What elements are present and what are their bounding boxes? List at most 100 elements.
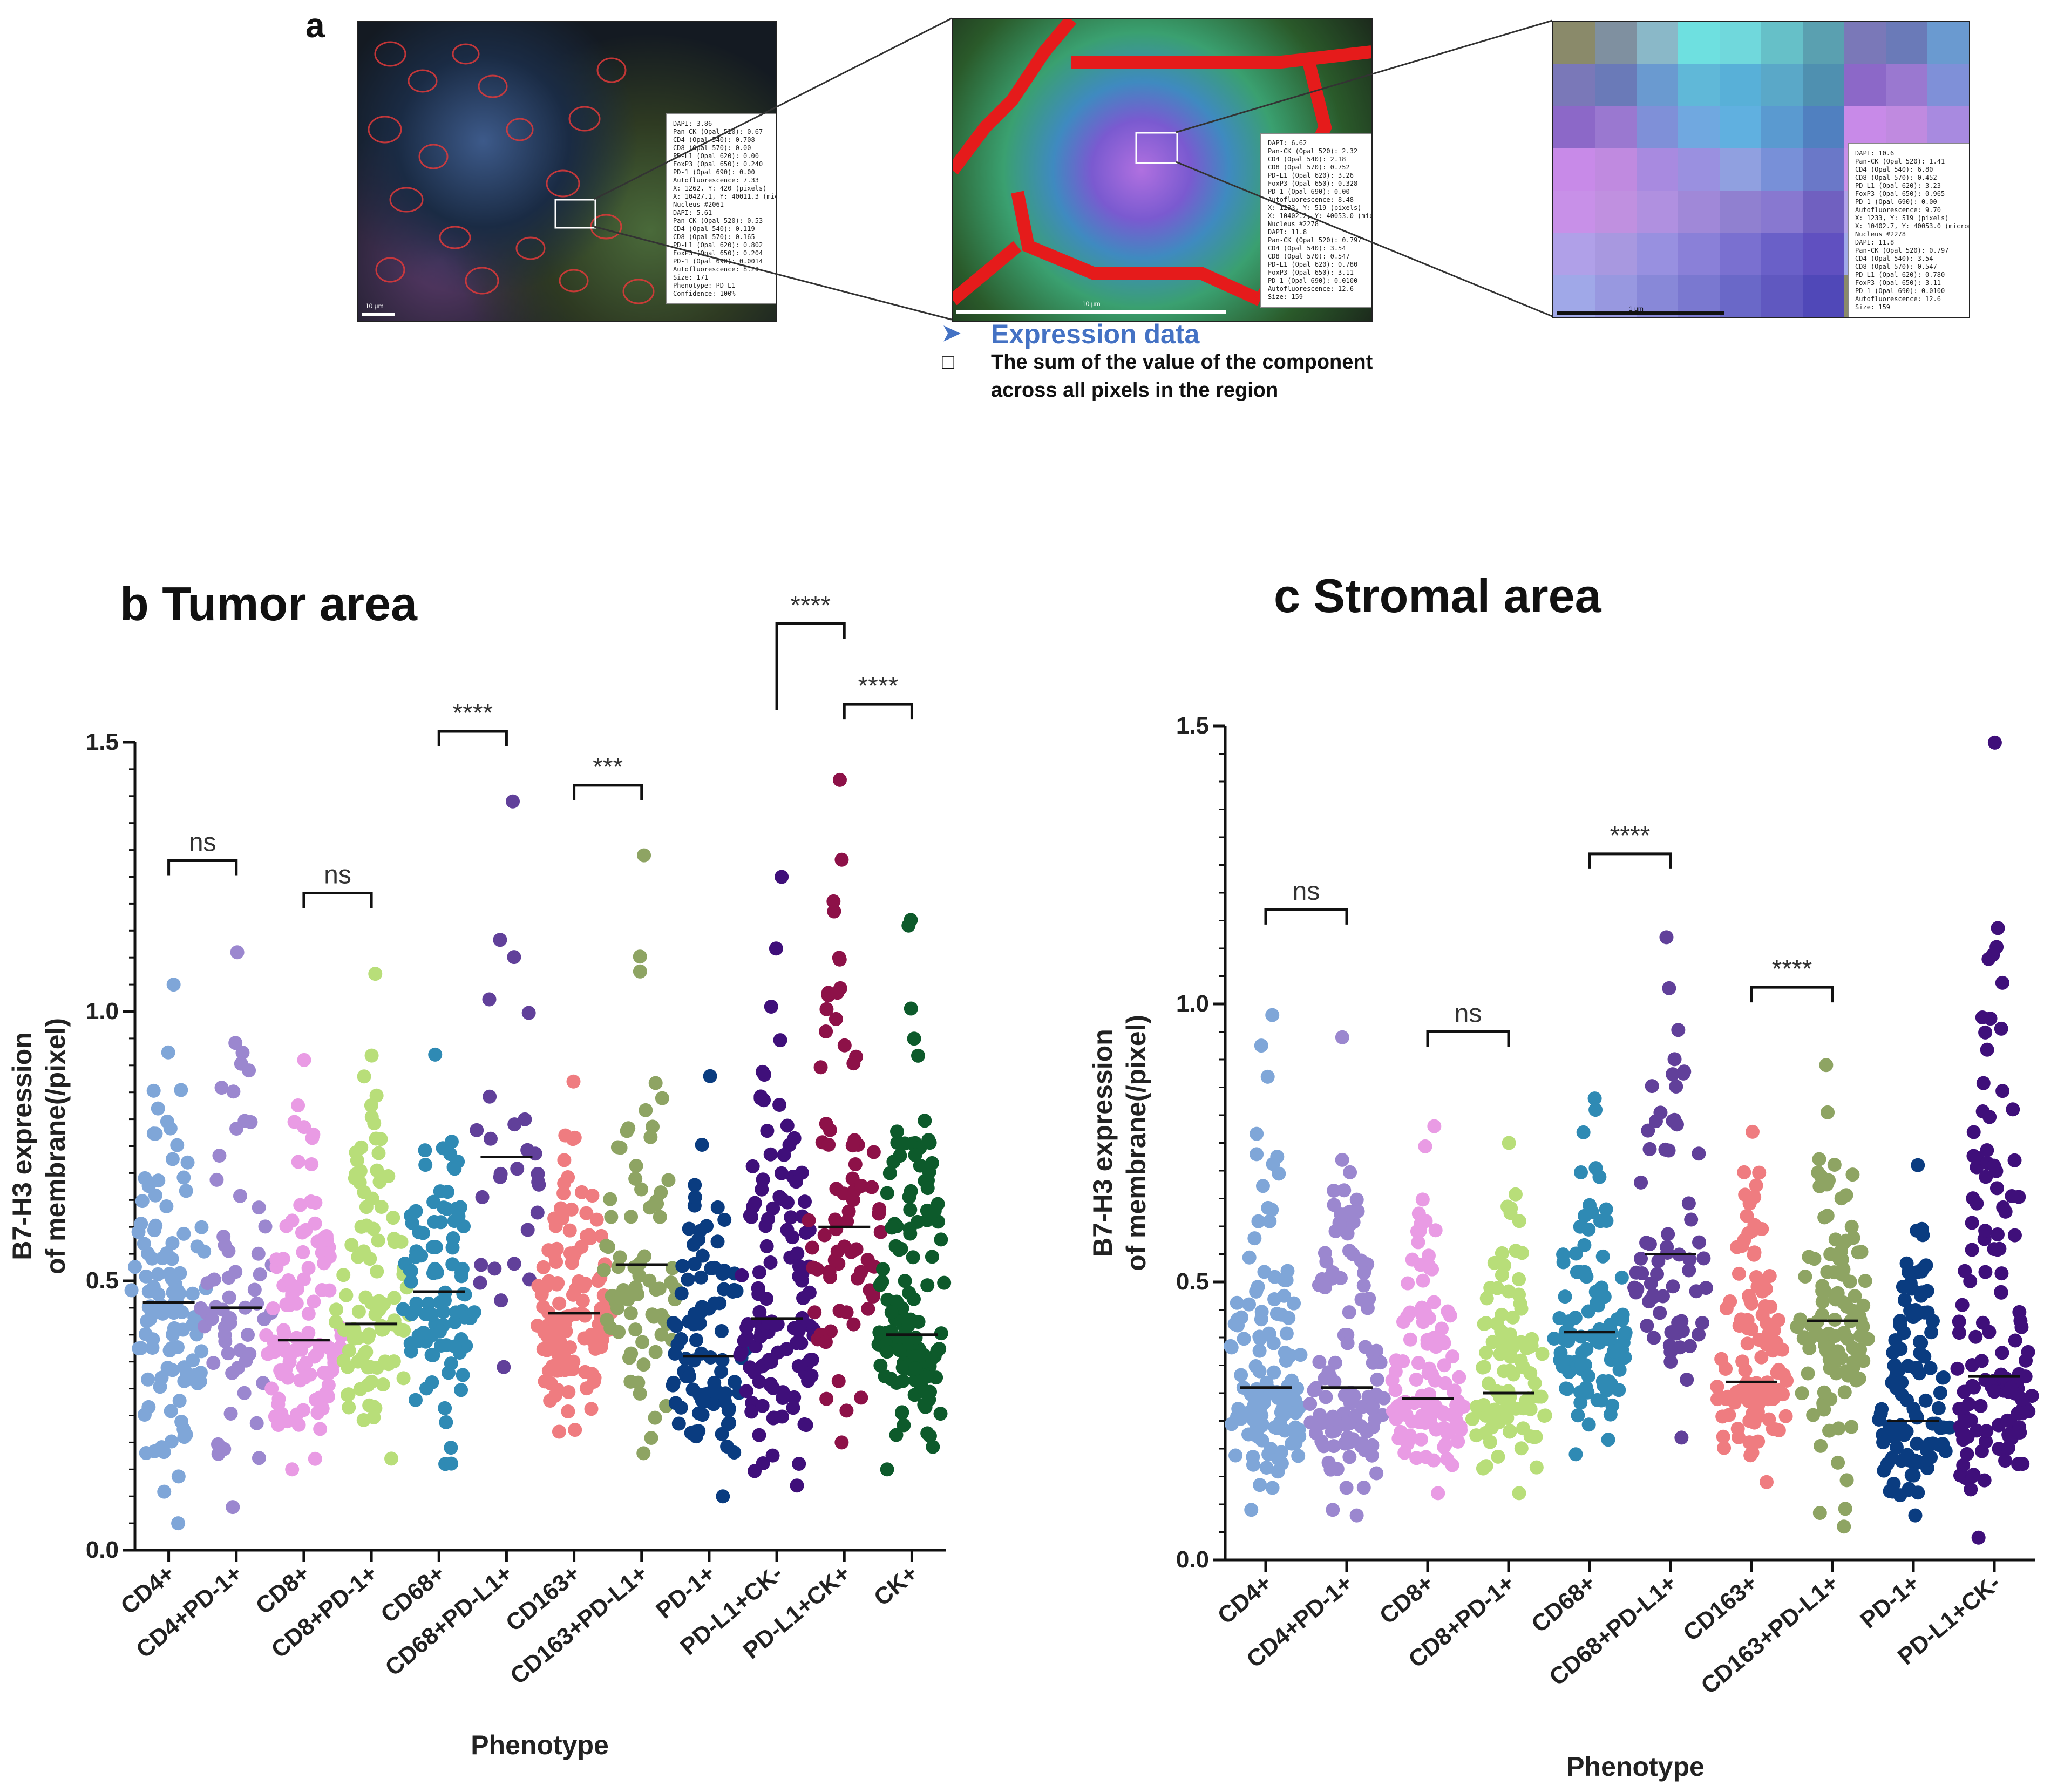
data-point [692, 1388, 707, 1402]
data-point [141, 1400, 156, 1414]
inset1-line: PD-L1 (Opal 620): 0.802 [673, 241, 763, 249]
data-point [854, 1179, 869, 1193]
data-point [561, 1404, 575, 1419]
data-point [822, 1264, 837, 1279]
data-point [1761, 1392, 1775, 1407]
pixel-cell [1803, 233, 1845, 276]
data-point [264, 1381, 279, 1396]
data-point [1995, 1084, 2010, 1098]
data-point [1815, 1279, 1830, 1293]
data-point [925, 1250, 939, 1264]
inset2-line: CD4 (Opal 540): 3.54 [1268, 245, 1346, 252]
panel-c-title: c Stromal area [1274, 569, 1601, 622]
data-point [908, 1349, 922, 1364]
data-point [1844, 1219, 1859, 1234]
data-point [1599, 1214, 1614, 1228]
data-point [241, 1327, 255, 1342]
data-point [1262, 1214, 1277, 1228]
data-point [807, 1305, 822, 1320]
data-point [206, 1356, 221, 1370]
data-point [1312, 1355, 1327, 1369]
y-tick-label: 1.0 [1176, 990, 1209, 1017]
data-point [1590, 1393, 1605, 1407]
data-point [756, 1172, 770, 1187]
data-point [2015, 1457, 2030, 1471]
data-point [1514, 1441, 1529, 1456]
data-point [554, 1201, 568, 1216]
y-tick-label: 0.0 [1176, 1546, 1209, 1573]
data-point [895, 1360, 910, 1375]
data-point [214, 1081, 229, 1095]
data-point [901, 918, 916, 933]
data-point [371, 1233, 385, 1248]
data-point [1427, 1119, 1442, 1133]
data-point [1370, 1372, 1384, 1387]
data-point [668, 1346, 682, 1361]
data-point [251, 1246, 266, 1261]
data-point [703, 1069, 717, 1083]
data-point [579, 1381, 594, 1396]
data-point [634, 1182, 649, 1197]
data-point [538, 1374, 552, 1389]
scale-bar-1-label: 10 µm [365, 302, 384, 310]
data-point [1828, 1329, 1842, 1343]
data-point [1995, 975, 2009, 990]
data-point [1479, 1316, 1493, 1331]
data-point [1424, 1408, 1438, 1423]
data-point [759, 1239, 774, 1253]
data-point [329, 1302, 343, 1317]
y-axis-title-line1: B7-H3 expression [1088, 1029, 1118, 1257]
data-point [1491, 1449, 1505, 1464]
data-point [650, 1197, 664, 1211]
data-point [493, 1170, 507, 1184]
data-point [603, 1321, 618, 1335]
data-point [1735, 1383, 1749, 1397]
data-point [1965, 1243, 1979, 1257]
y-tick-label: 0.5 [86, 1267, 119, 1294]
data-point [751, 1281, 765, 1295]
data-point [1234, 1310, 1249, 1325]
data-point [1323, 1462, 1338, 1477]
data-point [873, 1225, 888, 1239]
pixel-cell [1761, 106, 1803, 149]
data-point [583, 1231, 597, 1245]
inset2-info: DAPI: 6.62 Pan-CK (Opal 520): 2.32 CD4 (Op… [1260, 133, 1371, 308]
data-point [1414, 1432, 1428, 1447]
data-point [1574, 1357, 1589, 1372]
data-point [839, 1403, 854, 1418]
data-point [1995, 1346, 2009, 1360]
data-point [165, 1252, 179, 1266]
data-point [1651, 1254, 1666, 1268]
data-point [628, 1322, 643, 1337]
data-point [1817, 1210, 1832, 1225]
data-point [520, 1143, 535, 1157]
data-point [357, 1185, 371, 1199]
data-point [172, 1394, 187, 1408]
data-point [707, 1397, 721, 1411]
data-point [562, 1223, 577, 1238]
data-point [575, 1293, 590, 1308]
inset2-line: DAPI: 11.8 [1268, 228, 1307, 236]
data-point [913, 1158, 927, 1173]
data-point [1803, 1331, 1817, 1346]
data-point [834, 852, 849, 867]
legend-line-2: across all pixels in the region [991, 379, 1279, 402]
data-point [1769, 1335, 1784, 1350]
data-point [1923, 1361, 1938, 1375]
inset1-line: Pan-CK (Opal 520): 0.53 [673, 217, 763, 225]
data-point [1819, 1058, 1834, 1073]
data-point [1529, 1460, 1544, 1475]
x-tick-label: PD-1+ [1855, 1570, 1924, 1633]
pixel-cell [1761, 275, 1803, 317]
data-point [920, 1278, 935, 1293]
data-point [845, 1138, 860, 1153]
data-point [1759, 1475, 1774, 1489]
data-point [1658, 1142, 1673, 1157]
data-point [828, 1212, 843, 1227]
data-point [907, 1031, 921, 1046]
data-point [568, 1423, 582, 1437]
data-point [1438, 1437, 1452, 1452]
legend-line-1: The sum of the value of the component [991, 351, 1373, 374]
data-point [1742, 1435, 1757, 1450]
significance-label: ns [189, 829, 216, 857]
